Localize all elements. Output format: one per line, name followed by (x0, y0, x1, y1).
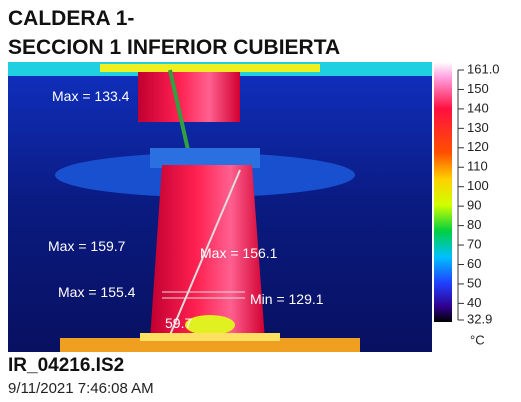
tick-label: 140 (467, 100, 489, 115)
colorbar (434, 62, 452, 322)
header: CALDERA 1- SECCION 1 INFERIOR CUBIERTA (8, 7, 340, 59)
title-line: CALDERA 1- (8, 7, 134, 30)
annotation: Min = 129.1 (250, 291, 324, 307)
title-line: SECCION 1 INFERIOR CUBIERTA (8, 36, 340, 59)
tick-label: 70 (467, 236, 481, 251)
tick-label: 80 (467, 217, 481, 232)
annotation: 59.7 (165, 315, 192, 331)
tick-label: 32.9 (467, 311, 492, 326)
tick-label: 40 (467, 295, 481, 310)
tick-label: 100 (467, 178, 489, 193)
annotation: Max = 155.4 (58, 284, 136, 300)
tick-label: 90 (467, 198, 481, 213)
tick-label: 130 (467, 120, 489, 135)
tick-label: 120 (467, 139, 489, 154)
tick-label: 50 (467, 275, 481, 290)
annotation: Max = 159.7 (48, 238, 126, 254)
annotation: Max = 156.1 (200, 245, 278, 261)
tick-label: 110 (467, 159, 488, 174)
thermal-image (8, 62, 432, 352)
datetime: 9/11/2021 7:46:08 AM (8, 380, 154, 397)
tick-label: 150 (467, 81, 489, 96)
page: CALDERA 1- SECCION 1 INFERIOR CUBIERTA M… (0, 0, 521, 402)
tick-label: 60 (467, 256, 481, 271)
annotation: Max = 133.4 (52, 88, 130, 104)
filename: IR_04216.IS2 (8, 355, 124, 376)
unit: °C (470, 332, 485, 347)
tick-label: 161.0 (467, 61, 500, 76)
